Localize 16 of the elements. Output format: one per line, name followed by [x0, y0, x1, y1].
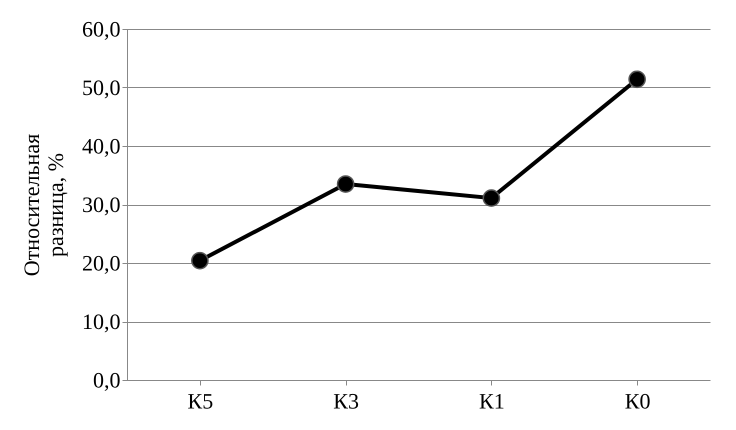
point — [482, 189, 500, 207]
y-tick-label: 30,0 — [82, 192, 120, 217]
y-tick-label: 10,0 — [82, 309, 120, 334]
point — [628, 70, 646, 88]
x-tick-label: К0 — [624, 388, 650, 414]
x-tick-label: К5 — [188, 388, 214, 414]
x-tick-label: К3 — [333, 388, 359, 414]
y-tick-label: 60,0 — [82, 16, 120, 42]
y-tick-label: 50,0 — [82, 75, 120, 100]
y-tick-label: 0,0 — [93, 368, 120, 392]
y-tick-label: 20,0 — [82, 250, 120, 276]
y-tick-label: 40,0 — [82, 134, 120, 158]
y-axis-title: Относительная разница, % — [19, 134, 68, 276]
point — [191, 252, 209, 270]
x-tick-label: К1 — [479, 388, 505, 414]
point — [336, 175, 354, 193]
